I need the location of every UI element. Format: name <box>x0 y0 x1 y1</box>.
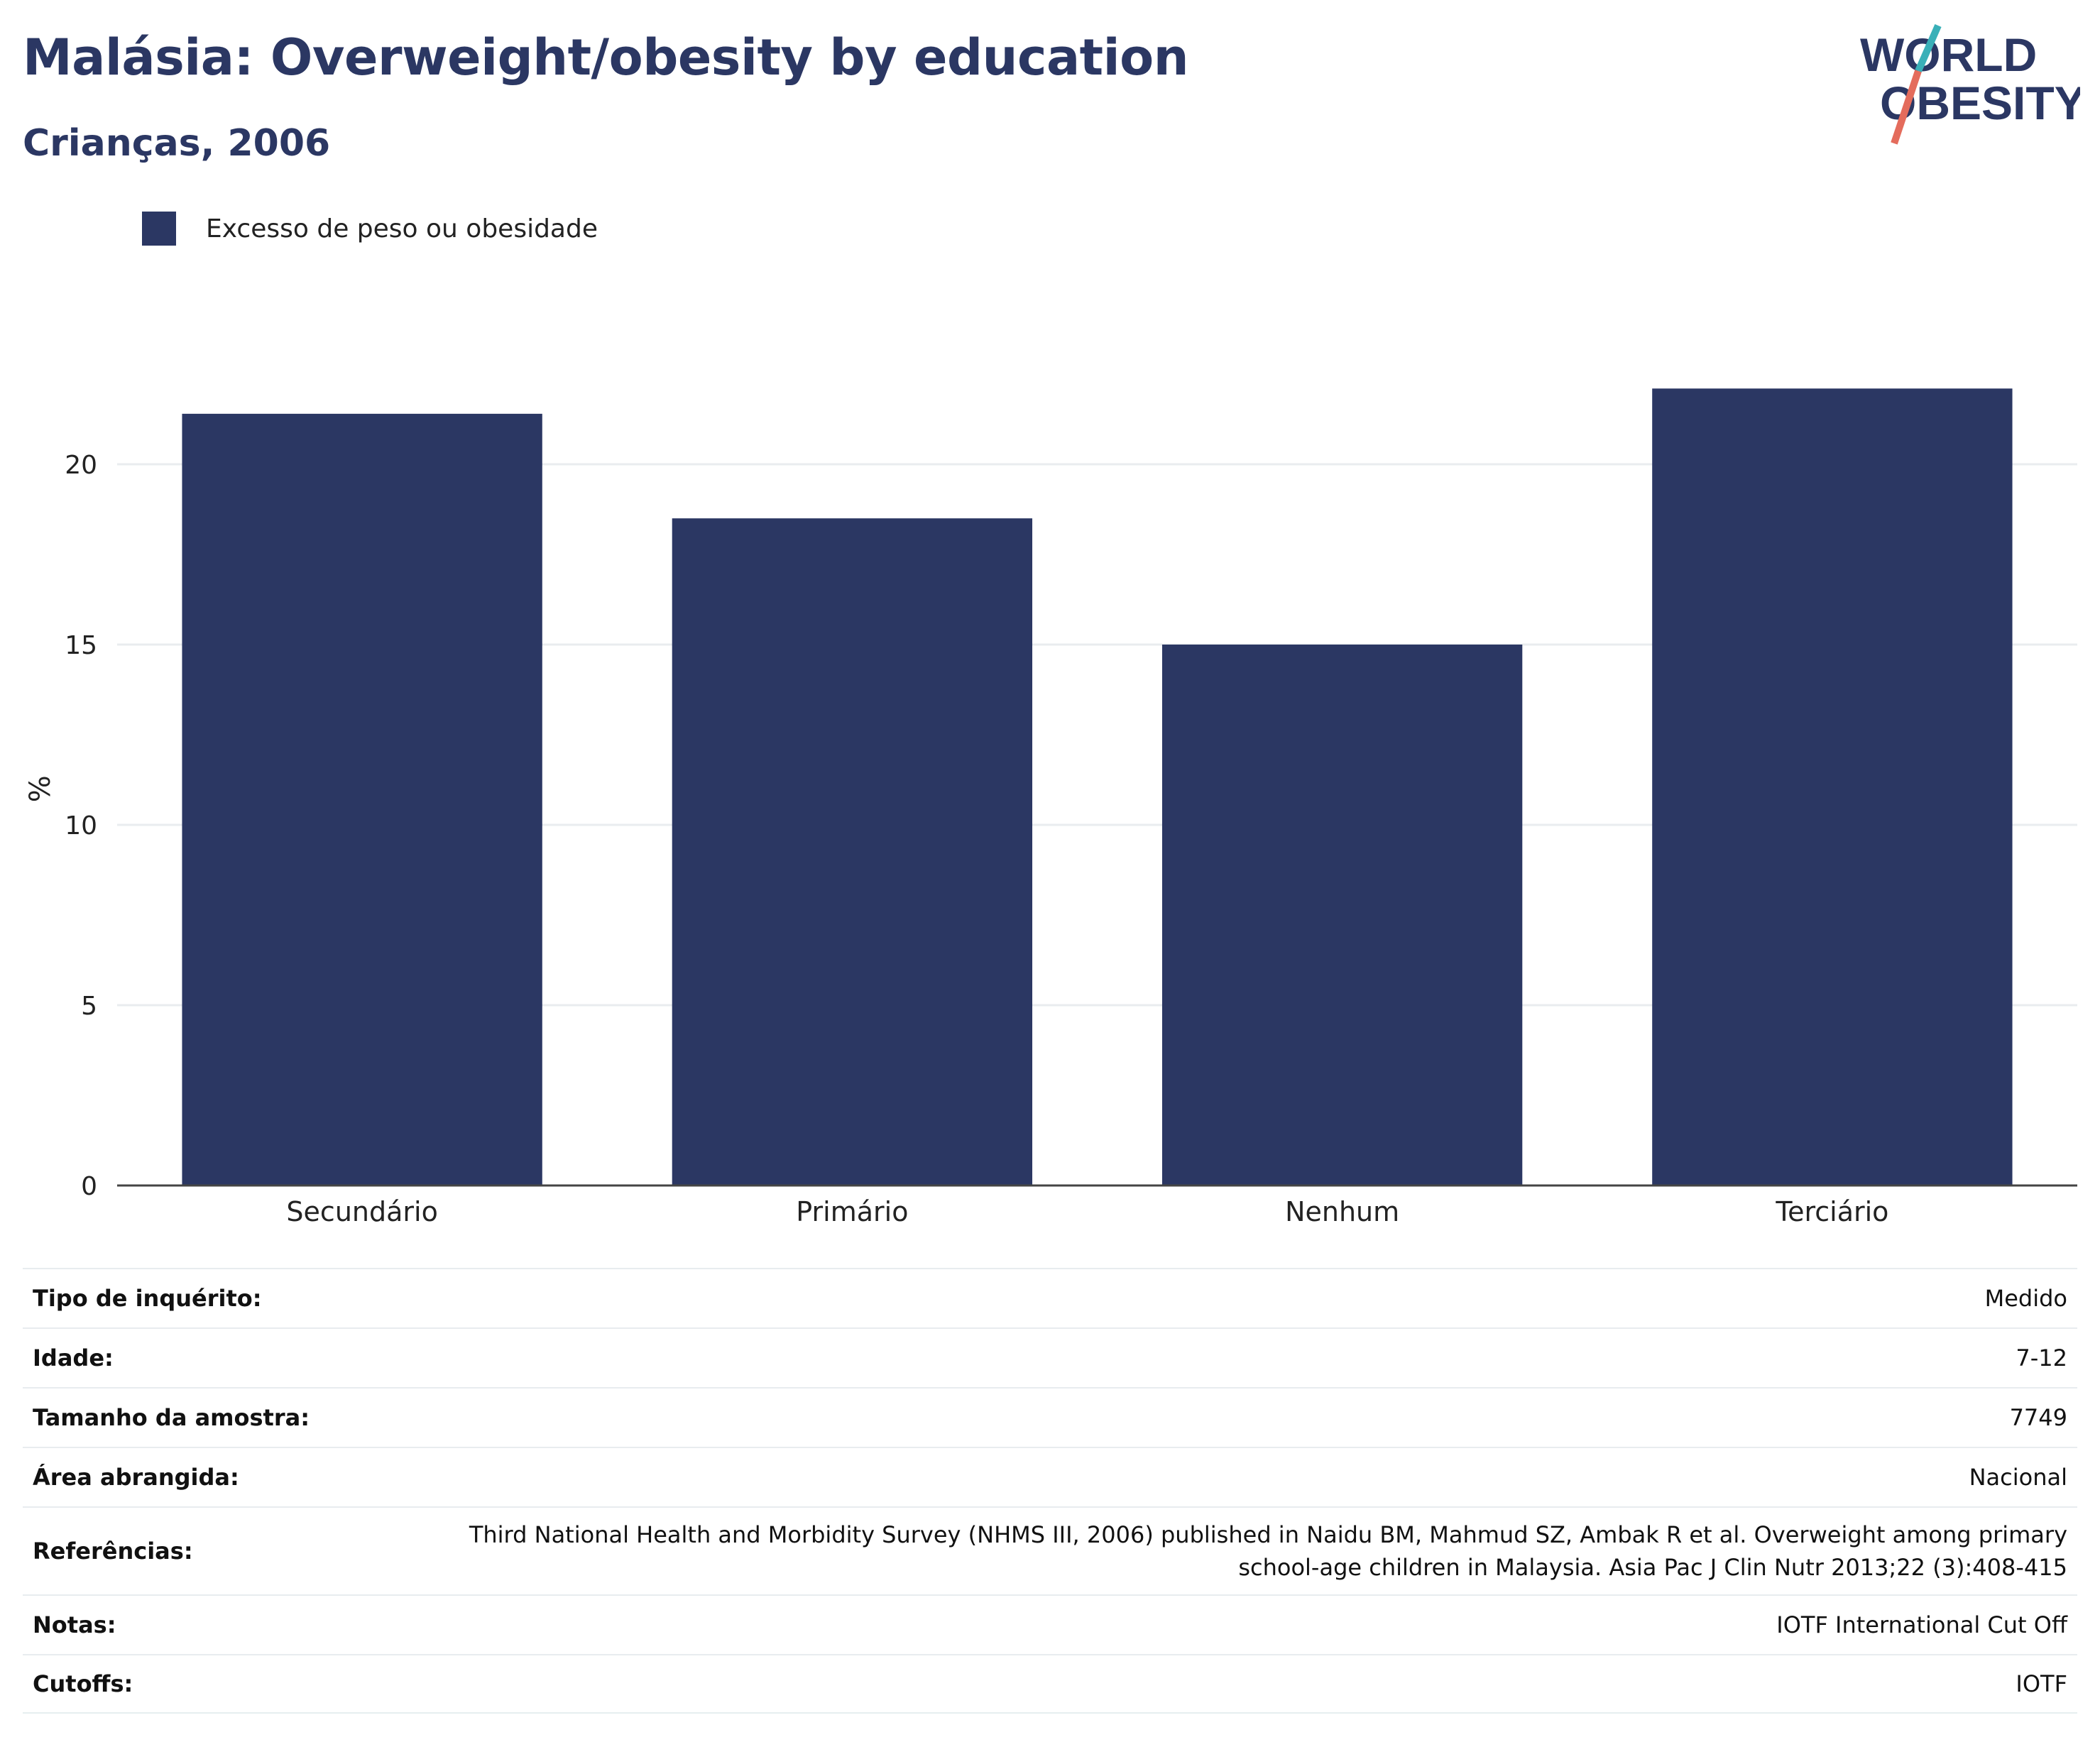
y-tick-label: 10 <box>65 811 97 840</box>
meta-key: Tipo de inquérito: <box>33 1285 262 1312</box>
meta-row-age: Idade: 7-12 <box>23 1327 2077 1387</box>
y-axis-label: % <box>24 775 57 802</box>
metadata-table: Tipo de inquérito: Medido Idade: 7-12 Ta… <box>23 1268 2077 1714</box>
meta-row-references: Referências: Third National Health and M… <box>23 1506 2077 1594</box>
y-tick-label: 0 <box>81 1172 97 1201</box>
bar <box>182 413 542 1185</box>
bar <box>1161 645 1523 1185</box>
meta-key: Referências: <box>33 1538 193 1565</box>
meta-key: Tamanho da amostra: <box>33 1404 310 1431</box>
meta-row-notes: Notas: IOTF International Cut Off <box>23 1594 2077 1654</box>
meta-value: 7749 <box>2009 1404 2067 1431</box>
meta-key: Cutoffs: <box>33 1670 133 1697</box>
y-tick-label: 15 <box>65 631 97 660</box>
x-tick-label: Terciário <box>1775 1196 1888 1227</box>
bar-chart: 0 5 10 15 20% Secundário Primário Nenhum Terciár… <box>24 388 2077 1227</box>
meta-value: 7-12 <box>2016 1345 2067 1371</box>
x-tick-label: Secundário <box>286 1196 437 1227</box>
logo-line1: WORLD <box>1860 28 2037 81</box>
logo-slash-teal <box>1915 23 1942 73</box>
legend-swatch <box>142 212 176 246</box>
meta-value: Medido <box>1984 1285 2067 1312</box>
meta-row-survey-type: Tipo de inquérito: Medido <box>23 1268 2077 1327</box>
meta-value: Third National Health and Morbidity Surv… <box>469 1521 2067 1581</box>
meta-value: Nacional <box>1969 1464 2067 1491</box>
chart-legend[interactable]: Excesso de peso ou obesidade <box>142 212 598 246</box>
meta-row-sample-size: Tamanho da amostra: 7749 <box>23 1387 2077 1447</box>
logo-slash-coral <box>1891 70 1922 145</box>
bar <box>672 518 1033 1185</box>
y-tick-label: 5 <box>81 992 97 1021</box>
world-obesity-logo: WORLD OBESITY <box>1860 23 2080 145</box>
meta-value: IOTF International Cut Off <box>1776 1611 2067 1638</box>
meta-key: Idade: <box>33 1345 114 1371</box>
bar <box>1652 388 2013 1185</box>
page-title: Malásia: Overweight/obesity by education <box>23 28 1189 87</box>
meta-key: Notas: <box>33 1611 116 1638</box>
legend-label: Excesso de peso ou obesidade <box>206 214 598 243</box>
x-tick-label: Primário <box>796 1196 908 1227</box>
x-tick-label: Nenhum <box>1285 1196 1399 1227</box>
meta-row-area: Área abrangida: Nacional <box>23 1447 2077 1506</box>
meta-row-cutoffs: Cutoffs: IOTF <box>23 1654 2077 1714</box>
meta-value: IOTF <box>2016 1670 2067 1697</box>
page-subtitle: Crianças, 2006 <box>23 122 331 165</box>
meta-key: Área abrangida: <box>33 1464 239 1491</box>
y-tick-label: 20 <box>65 451 97 480</box>
